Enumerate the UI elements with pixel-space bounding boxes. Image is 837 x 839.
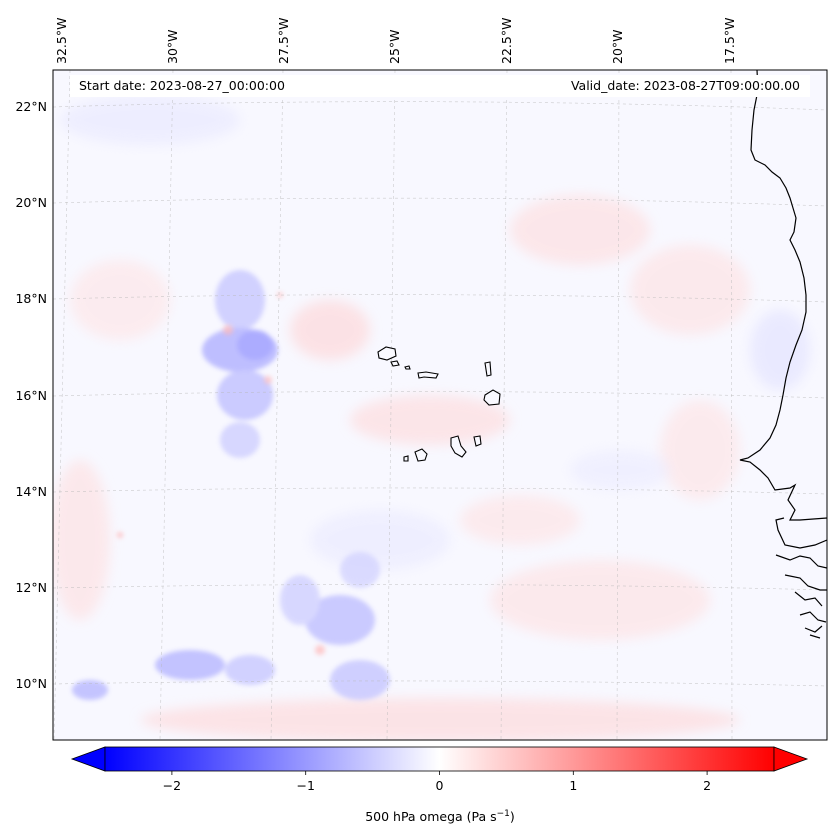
colorbar-ticks: −2 −1 0 1 2 [163, 771, 711, 793]
colorbar-label-exponent: −1 [497, 809, 510, 819]
lat-label: 12°N [15, 580, 47, 595]
island-brava [403, 455, 409, 462]
lon-label: 25°W [387, 29, 402, 64]
island-santa-luzia [404, 365, 411, 370]
omega-field [53, 95, 810, 740]
map-frame [52, 69, 828, 741]
lat-label: 10°N [15, 676, 47, 691]
start-date-label: Start date: 2023-08-27_00:00:00 [79, 78, 285, 93]
coast-islands [784, 574, 827, 639]
lon-label: 22.5°W [499, 18, 514, 64]
lon-label: 27.5°W [276, 18, 291, 64]
colorbar-gradient [104, 746, 775, 772]
latitude-labels: 22°N 20°N 18°N 16°N 14°N 12°N 10°N [15, 99, 47, 691]
graticule [53, 70, 827, 740]
cape-verde-islands [377, 346, 501, 462]
colorbar-tick-label: −2 [163, 778, 181, 793]
lat-label: 18°N [15, 291, 47, 306]
colorbar-tick-label: −1 [296, 778, 314, 793]
info-strip [70, 75, 810, 97]
lon-label: 17.5°W [722, 18, 737, 64]
valid-date-label: Valid_date: 2023-08-27T09:00:00.00 [571, 78, 800, 93]
island-boa-vista [483, 389, 501, 406]
colorbar: −2 −1 0 1 2 500 hPa omega (Pa s−1) [70, 746, 809, 824]
map-panel: Start date: 2023-08-27_00:00:00 Valid_da… [52, 69, 828, 741]
colorbar-tick-label: 1 [569, 778, 577, 793]
lat-label: 14°N [15, 484, 47, 499]
colorbar-extend-min [70, 746, 106, 772]
island-fogo [414, 448, 428, 462]
coastline [739, 70, 827, 639]
colorbar-tick-label: 2 [703, 778, 711, 793]
colorbar-extend-max [773, 746, 809, 772]
colorbar-tick-label: 0 [436, 778, 444, 793]
lat-label: 16°N [15, 388, 47, 403]
lon-label: 30°W [165, 29, 180, 64]
longitude-labels: 32.5°W 30°W 27.5°W 25°W 22.5°W 20°W 17.5… [54, 18, 737, 64]
africa-coastline [739, 70, 827, 521]
guinea-bissau-coastline [775, 517, 827, 569]
lat-label: 22°N [15, 99, 47, 114]
island-santo-antao [377, 346, 397, 361]
lat-label: 20°N [15, 195, 47, 210]
colorbar-label: 500 hPa omega (Pa s−1) [365, 809, 515, 824]
island-santiago [450, 435, 467, 458]
island-maio [473, 435, 482, 447]
island-sao-nicolau [417, 371, 439, 379]
lon-label: 32.5°W [54, 18, 69, 64]
island-sal [484, 361, 492, 377]
island-sao-vicente [390, 360, 400, 367]
lon-label: 20°W [610, 29, 625, 64]
